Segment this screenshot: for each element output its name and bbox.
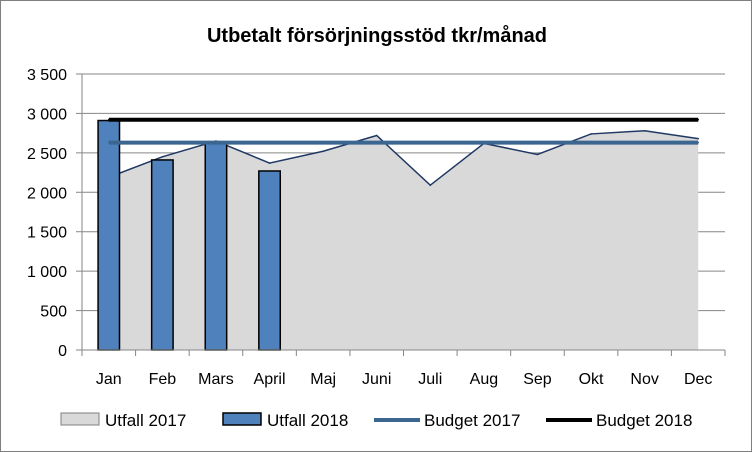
legend-swatch [222,412,262,426]
chart-title: Utbetalt försörjningsstöd tkr/månad [207,24,547,47]
area-point [697,137,700,140]
line-point [483,141,485,144]
x-tick-label: Juli [418,371,442,388]
line-point [697,141,700,144]
line-point [215,118,217,121]
area-point [268,162,271,164]
x-tick-label: Jan [96,371,122,388]
y-tick-label: 1 500 [27,225,67,242]
area-point [536,153,539,156]
line-point [483,118,485,121]
area-point [322,150,324,153]
x-tick-label: Juni [362,371,391,388]
bar-utfall-2018[interactable] [97,119,121,351]
legend-item-utfall-2017[interactable]: Utfall 2017 [60,411,186,430]
line-point [536,141,539,144]
line-point [643,141,646,144]
line-point [536,118,539,121]
y-tick-label: 3 500 [27,67,67,84]
line-point [643,118,646,121]
legend-swatch [60,412,100,426]
line-point [322,118,324,121]
line-point [107,141,110,144]
area-point [590,133,592,135]
bar-utfall-2018[interactable] [204,142,228,351]
legend-item-utfall-2018[interactable]: Utfall 2018 [222,411,348,430]
y-tick-label: 2 500 [27,146,67,163]
x-tick-label: Feb [149,371,177,388]
line-point [590,118,592,121]
x-tick-label: Mars [198,371,234,388]
y-tick-label: 3 000 [27,106,67,123]
line-point [161,141,164,144]
x-tick-label: Aug [470,371,498,388]
x-tick-label: Dec [684,371,712,388]
area-point [429,184,432,186]
y-tick-label: 0 [58,343,67,360]
legend-item-budget-2017[interactable]: Budget 2017 [374,411,520,430]
area-point [643,129,646,132]
x-tick-label: Maj [310,371,336,388]
legend-item-budget-2018[interactable]: Budget 2018 [546,411,692,430]
area-point [161,156,164,158]
line-point [697,118,700,121]
area-point [375,134,378,137]
legend-label: Utfall 2017 [105,411,186,430]
line-point [429,141,432,144]
area-fill-utfall-2017 [108,130,699,350]
y-tick-label: 1 000 [27,264,67,281]
legend-label: Budget 2017 [424,411,520,430]
x-tick-label: Nov [630,371,658,388]
line-point [268,141,271,144]
legend-label: Utfall 2018 [267,411,348,430]
x-tick-label: April [254,371,286,388]
line-point [322,141,324,144]
y-tick-label: 2 000 [27,185,67,202]
legend-label: Budget 2018 [596,411,692,430]
x-tick-label: Okt [579,371,604,388]
line-point [268,118,271,121]
line-point [375,118,378,121]
line-point [215,141,217,144]
line-point [107,118,110,121]
line-point [590,141,592,144]
line-point [375,141,378,144]
y-tick-label: 500 [40,304,67,321]
bar-utfall-2018[interactable] [150,159,174,351]
line-point [161,118,164,121]
line-point [429,118,432,121]
x-tick-label: Sep [523,371,552,388]
bar-utfall-2018[interactable] [258,170,282,351]
